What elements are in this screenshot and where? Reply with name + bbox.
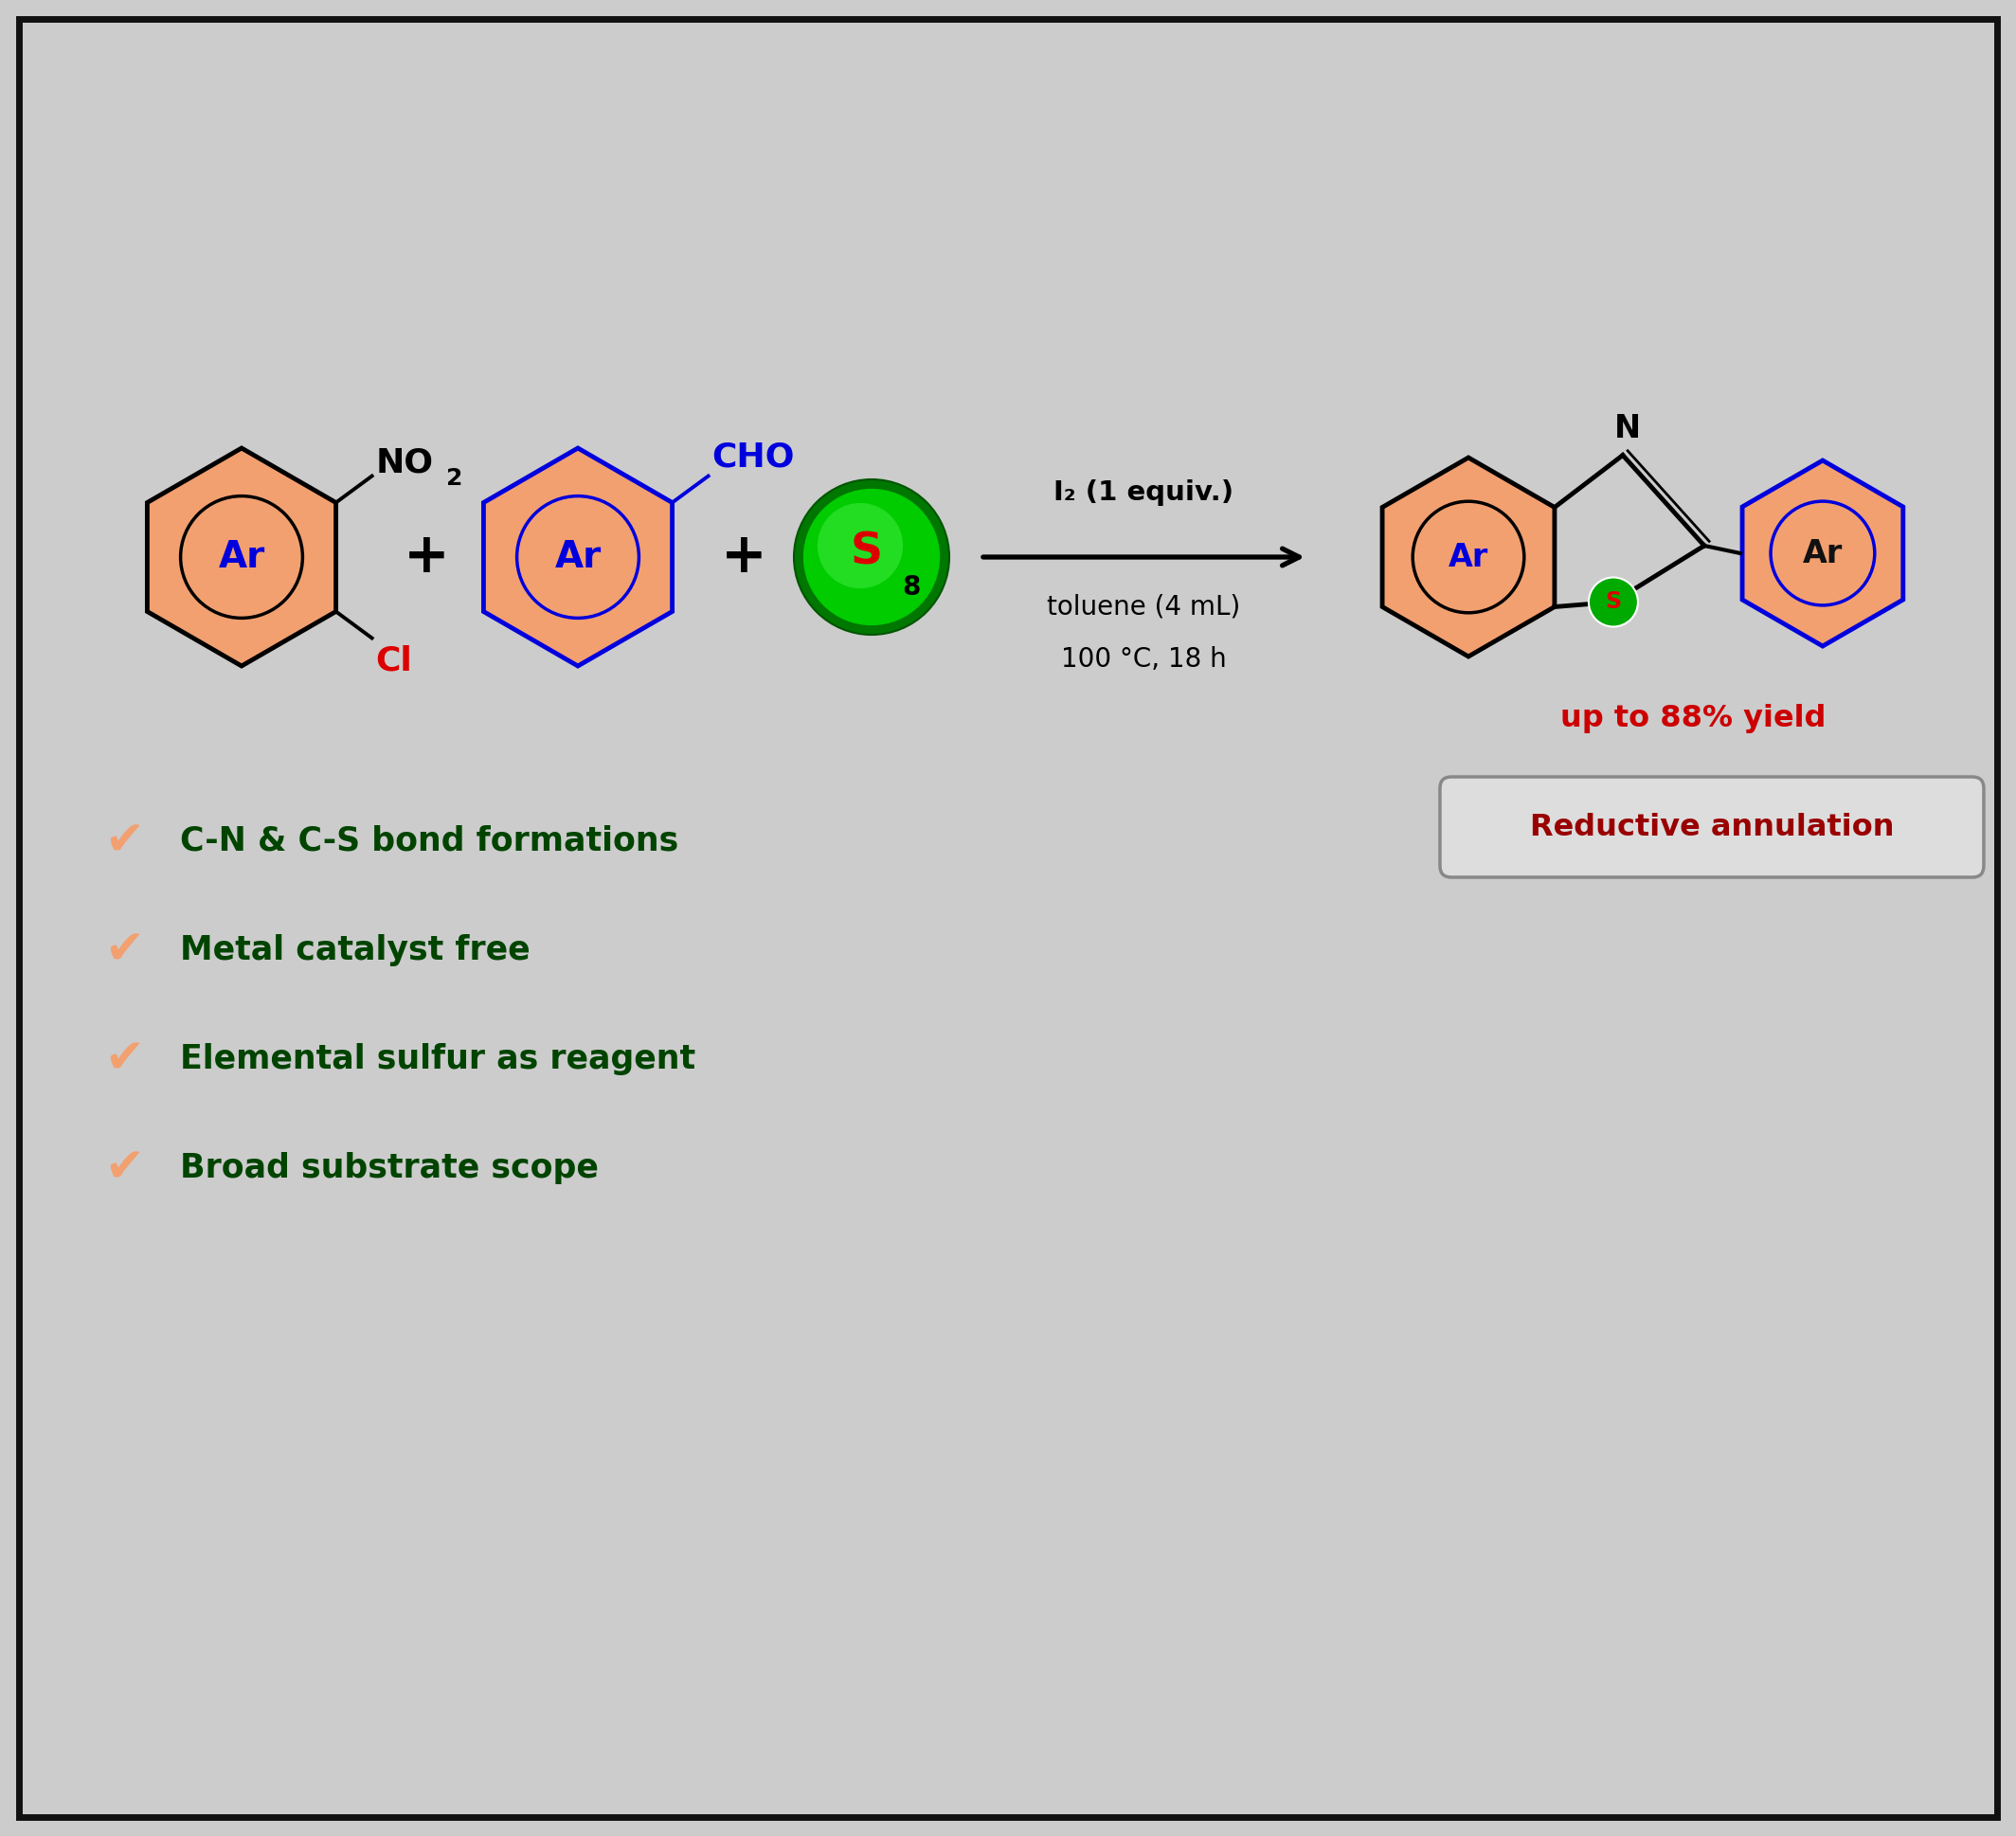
Circle shape — [816, 503, 903, 588]
Text: Elemental sulfur as reagent: Elemental sulfur as reagent — [179, 1043, 696, 1076]
Text: S: S — [851, 531, 883, 573]
Text: C-N & C-S bond formations: C-N & C-S bond formations — [179, 824, 679, 857]
Text: I₂ (1 equiv.): I₂ (1 equiv.) — [1054, 479, 1234, 507]
Polygon shape — [1742, 461, 1903, 646]
Text: Metal catalyst free: Metal catalyst free — [179, 935, 530, 966]
Text: Ar: Ar — [1802, 538, 1843, 569]
Text: 2: 2 — [446, 466, 462, 490]
Polygon shape — [147, 448, 337, 666]
Text: Cl: Cl — [375, 644, 413, 677]
Text: ✔: ✔ — [105, 1036, 143, 1081]
Text: +: + — [720, 531, 766, 584]
Text: CHO: CHO — [712, 441, 794, 474]
Text: ✔: ✔ — [105, 1146, 143, 1192]
Text: N: N — [1615, 413, 1641, 444]
Text: Ar: Ar — [218, 540, 264, 575]
Circle shape — [1589, 577, 1637, 626]
Text: Ar: Ar — [554, 540, 601, 575]
Polygon shape — [484, 448, 671, 666]
Text: ✔: ✔ — [105, 819, 143, 865]
Text: +: + — [403, 531, 450, 584]
Text: toluene (4 mL): toluene (4 mL) — [1046, 593, 1240, 619]
Text: S: S — [1605, 591, 1621, 613]
Text: NO: NO — [375, 446, 433, 479]
Circle shape — [802, 488, 939, 626]
Text: 100 °C, 18 h: 100 °C, 18 h — [1060, 646, 1226, 672]
Text: Reductive annulation: Reductive annulation — [1530, 812, 1893, 841]
FancyBboxPatch shape — [1439, 777, 1984, 878]
Text: Ar: Ar — [1447, 542, 1488, 573]
FancyBboxPatch shape — [18, 18, 1998, 1818]
Text: ✔: ✔ — [105, 927, 143, 973]
Text: Broad substrate scope: Broad substrate scope — [179, 1151, 599, 1184]
Text: up to 88% yield: up to 88% yield — [1560, 703, 1826, 733]
Polygon shape — [1383, 457, 1554, 657]
Circle shape — [794, 479, 950, 635]
Text: 8: 8 — [903, 575, 921, 600]
